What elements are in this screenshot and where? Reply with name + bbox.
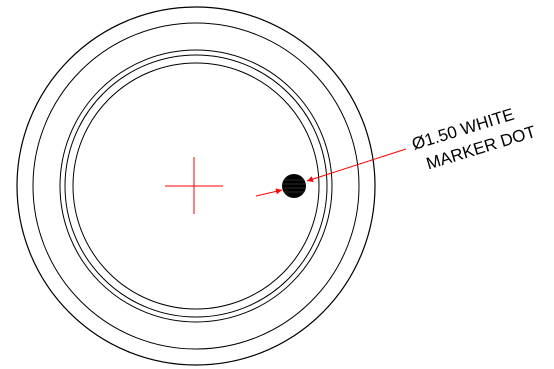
dimension-arrow-left xyxy=(255,188,283,197)
second-ring xyxy=(32,22,360,350)
outer-ring xyxy=(16,6,376,366)
inner-ring xyxy=(72,62,320,310)
marker-dot-hatch xyxy=(283,179,305,193)
callout-label: Ø1.50 WHITE MARKER DOT xyxy=(410,105,538,174)
center-mark xyxy=(165,157,223,214)
leader-line xyxy=(306,148,407,183)
marker-dot xyxy=(282,174,306,198)
third-ring xyxy=(59,49,333,323)
fourth-ring xyxy=(64,54,328,318)
